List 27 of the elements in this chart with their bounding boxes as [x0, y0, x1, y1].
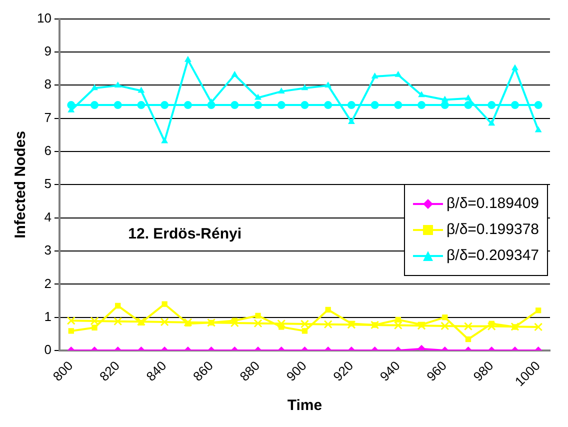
- x-tick-label: 860: [190, 358, 216, 384]
- x-tick-label: 800: [50, 358, 76, 384]
- y-axis-title: Infected Nodes: [12, 130, 30, 238]
- x-tick-label: 960: [424, 358, 450, 384]
- annotation: 12. Erdös-Rényi: [128, 226, 242, 243]
- x-tick-label: 900: [283, 358, 310, 384]
- y-tick-label: 2: [44, 276, 52, 291]
- y-tick-label: 9: [44, 44, 52, 59]
- x-tick-label: 940: [376, 358, 403, 384]
- y-tick-label: 7: [44, 110, 52, 125]
- y-tick-label: 4: [44, 209, 52, 224]
- legend-label: β/δ=0.199378: [446, 220, 539, 240]
- y-tick-label: 3: [44, 242, 52, 258]
- legend-label: β/δ=0.189409: [446, 194, 539, 214]
- y-tick-label: 0: [44, 342, 52, 358]
- x-tick-label: 980: [470, 358, 496, 384]
- x-tick-label: 840: [143, 358, 170, 384]
- y-tick-label: 8: [44, 76, 52, 92]
- y-tick-label: 6: [44, 143, 52, 158]
- y-tick-label: 5: [44, 176, 52, 192]
- y-tick-label: 1: [44, 308, 52, 324]
- y-tick-label: 10: [36, 10, 52, 26]
- x-tick-label: 880: [236, 358, 263, 384]
- x-tick-label: 920: [330, 358, 356, 384]
- x-tick-label: 820: [96, 358, 123, 384]
- x-axis-title: Time: [287, 397, 322, 414]
- legend-label: β/δ=0.209347: [446, 246, 539, 266]
